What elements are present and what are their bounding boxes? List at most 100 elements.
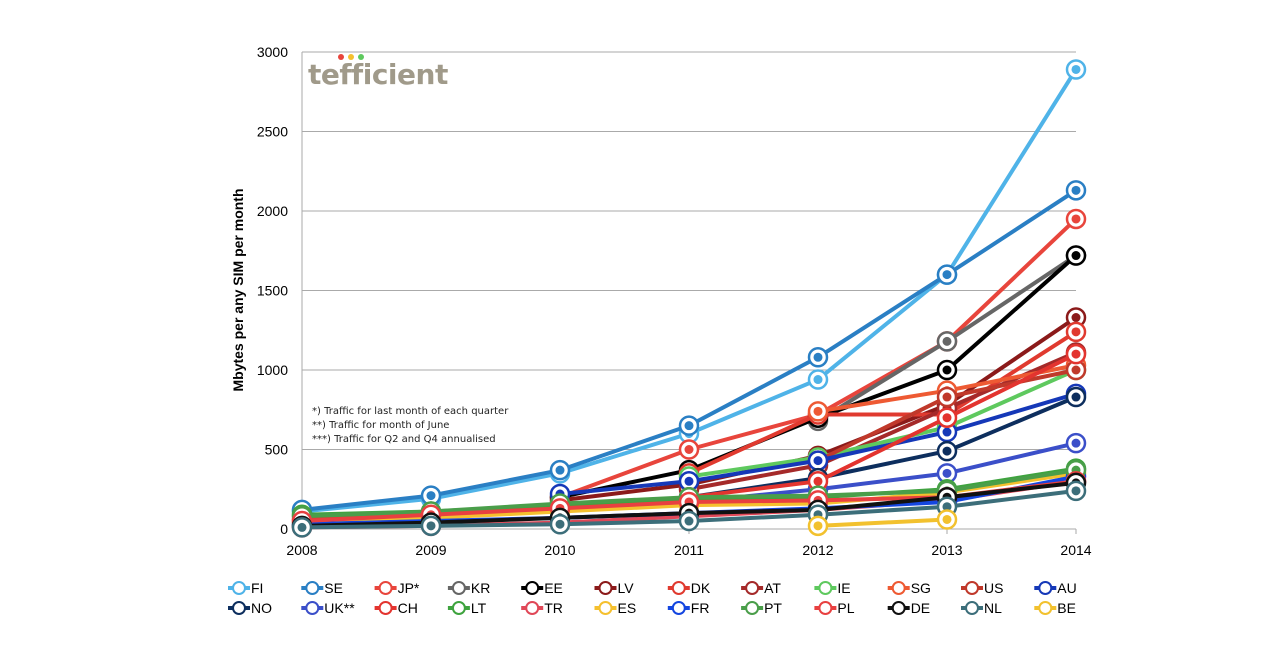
- legend-marker-kr: [451, 581, 466, 595]
- data-point-center-uk: [942, 468, 952, 478]
- data-point-center-us: [942, 392, 952, 402]
- data-point-center-lv: [1071, 313, 1081, 323]
- y-axis-label: Mbytes per any SIM per month: [230, 188, 246, 391]
- legend-label-pl: PL: [837, 600, 854, 616]
- note-1: *) Traffic for last month of each quarte…: [312, 406, 509, 417]
- data-point-center-au: [813, 456, 823, 466]
- legend-label-us: US: [984, 580, 1003, 596]
- data-point-center-se: [555, 465, 565, 475]
- legend-marker-lt: [451, 601, 466, 615]
- legend-label-es: ES: [618, 600, 637, 616]
- data-point-center-se: [684, 421, 694, 431]
- y-tick-label: 1000: [257, 362, 288, 378]
- data-point-center-ch: [813, 476, 823, 486]
- data-point-center-jp: [1071, 214, 1081, 224]
- y-tick-label: 3000: [257, 44, 288, 60]
- data-point-center-dk: [1071, 327, 1081, 337]
- legend-marker-se: [305, 581, 320, 595]
- data-point-center-au: [942, 427, 952, 437]
- legend-marker-fi: [232, 581, 246, 595]
- y-tick-label: 2000: [257, 203, 288, 219]
- legend-label-sg: SG: [911, 580, 931, 596]
- data-point-center-se: [426, 491, 436, 501]
- x-tick-label: 2013: [931, 542, 962, 558]
- legend-label-tr: TR: [544, 600, 563, 616]
- legend-marker-dk: [671, 581, 686, 595]
- data-point-center-nl: [1071, 486, 1081, 496]
- data-point-center-nl: [426, 521, 436, 531]
- series-line-ie: [688, 368, 1077, 479]
- legend-marker-ee: [525, 581, 540, 595]
- legend-label-ee: EE: [544, 580, 563, 596]
- x-tick-label: 2011: [674, 542, 704, 558]
- legend-label-ch: CH: [398, 600, 418, 616]
- data-point-center-be: [813, 521, 823, 531]
- x-tick-label: 2010: [544, 542, 575, 558]
- legend-marker-us: [965, 581, 979, 595]
- legend-label-nl: NL: [984, 600, 1002, 616]
- legend-label-fi: FI: [251, 580, 263, 596]
- data-point-center-se: [942, 270, 952, 280]
- legend-label-pt: PT: [764, 600, 782, 616]
- legend-marker-ie: [818, 581, 833, 595]
- x-tick-label: 2012: [802, 542, 833, 558]
- logo-dot: [348, 54, 354, 60]
- legend-label-be: BE: [1057, 600, 1076, 616]
- legend-marker-at: [745, 581, 760, 595]
- note-2: **) Traffic for month of June: [312, 420, 450, 431]
- series-line-dk: [688, 330, 1078, 476]
- data-point-center-nl: [942, 502, 952, 512]
- y-tick-label: 1500: [257, 283, 288, 299]
- legend-label-no: NO: [251, 600, 272, 616]
- logo: tefficient: [308, 54, 448, 91]
- legend-label-kr: KR: [471, 580, 490, 596]
- legend-marker-au: [1038, 581, 1053, 595]
- data-point-center-nl: [297, 522, 307, 532]
- data-point-center-kr: [942, 336, 952, 346]
- legend-label-dk: DK: [691, 580, 711, 596]
- data-point-center-no: [1071, 392, 1081, 402]
- legend-label-au: AU: [1057, 580, 1076, 596]
- legend-marker-sg: [891, 581, 906, 595]
- data-point-center-sg: [813, 406, 823, 416]
- legend-marker-pl: [818, 601, 833, 615]
- legend-marker-jp: [378, 581, 393, 595]
- legend-label-uk: UK**: [324, 600, 355, 616]
- series-line-at: [688, 350, 1077, 492]
- legend-label-de: DE: [911, 600, 930, 616]
- data-point-center-fi: [1071, 64, 1081, 74]
- data-point-center-se: [1071, 185, 1081, 195]
- x-tick-label: 2014: [1060, 542, 1091, 558]
- data-point-center-uk: [1071, 438, 1081, 448]
- y-tick-label: 500: [265, 442, 289, 458]
- data-point-center-se: [813, 352, 823, 362]
- legend-marker-fr: [671, 601, 686, 615]
- legend-label-fr: FR: [691, 600, 710, 616]
- data-point-center-no: [942, 446, 952, 456]
- x-tick-label: 2009: [415, 542, 446, 558]
- data-point-center-nl: [684, 516, 694, 526]
- legend-marker-de: [891, 601, 906, 615]
- data-point-center-be: [942, 514, 952, 524]
- legend-marker-tr: [525, 601, 540, 615]
- logo-dot: [358, 54, 364, 60]
- legend-label-ie: IE: [837, 580, 850, 596]
- legend-marker-be: [1038, 601, 1053, 615]
- series-line-be: [817, 517, 948, 528]
- legend-label-lt: LT: [471, 600, 487, 616]
- data-point-center-us: [1071, 365, 1081, 375]
- data-point-center-ch: [942, 413, 952, 423]
- legend-marker-es: [598, 601, 613, 615]
- data-point-center-ch: [1071, 349, 1081, 359]
- legend-label-se: SE: [324, 580, 343, 596]
- legend-label-jp: JP*: [398, 580, 420, 596]
- x-tick-label: 2008: [286, 542, 317, 558]
- logo-dot: [338, 54, 344, 60]
- legend-marker-lv: [598, 581, 613, 595]
- data-point-center-fi: [813, 375, 823, 385]
- legend-label-at: AT: [764, 580, 781, 596]
- data-point-center-ee: [1071, 251, 1081, 261]
- legend-marker-pt: [745, 601, 760, 615]
